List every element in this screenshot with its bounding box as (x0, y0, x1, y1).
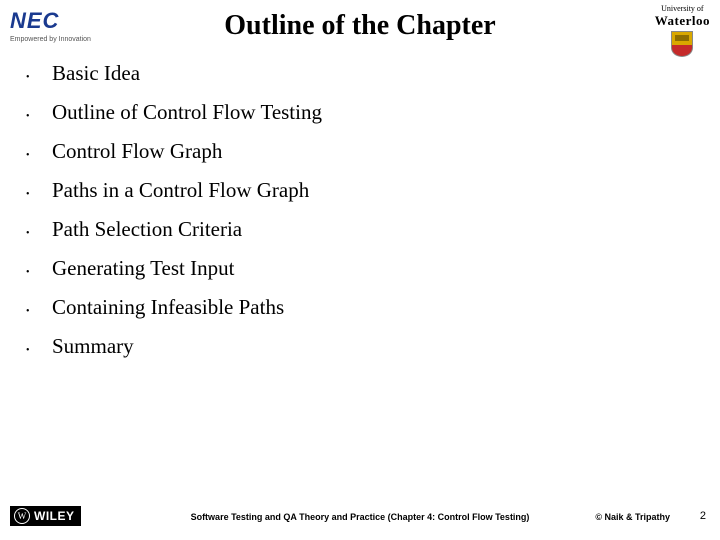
bullet-icon: • (26, 262, 52, 284)
list-item: • Basic Idea (26, 60, 680, 89)
bullet-icon: • (26, 67, 52, 89)
bullet-icon: • (26, 106, 52, 128)
slide: NEC Empowered by Innovation University o… (0, 0, 720, 540)
bullet-icon: • (26, 223, 52, 245)
list-item: • Path Selection Criteria (26, 216, 680, 245)
slide-title: Outline of the Chapter (0, 10, 720, 42)
list-item: • Containing Infeasible Paths (26, 294, 680, 323)
list-item-text: Containing Infeasible Paths (52, 294, 284, 320)
list-item-text: Basic Idea (52, 60, 140, 86)
page-number: 2 (700, 510, 706, 522)
list-item-text: Summary (52, 333, 134, 359)
bullet-icon: • (26, 145, 52, 167)
bullet-icon: • (26, 301, 52, 323)
list-item: • Generating Test Input (26, 255, 680, 284)
list-item-text: Control Flow Graph (52, 138, 222, 164)
list-item-text: Path Selection Criteria (52, 216, 242, 242)
bullet-icon: • (26, 340, 52, 362)
list-item: • Control Flow Graph (26, 138, 680, 167)
footer: W WILEY Software Testing and QA Theory a… (0, 500, 720, 532)
bullet-icon: • (26, 184, 52, 206)
list-item-text: Outline of Control Flow Testing (52, 99, 322, 125)
list-item: • Outline of Control Flow Testing (26, 99, 680, 128)
list-item: • Summary (26, 333, 680, 362)
bullet-list: • Basic Idea • Outline of Control Flow T… (26, 60, 680, 372)
list-item-text: Paths in a Control Flow Graph (52, 177, 309, 203)
list-item-text: Generating Test Input (52, 255, 234, 281)
list-item: • Paths in a Control Flow Graph (26, 177, 680, 206)
footer-copyright: © Naik & Tripathy (595, 512, 670, 522)
